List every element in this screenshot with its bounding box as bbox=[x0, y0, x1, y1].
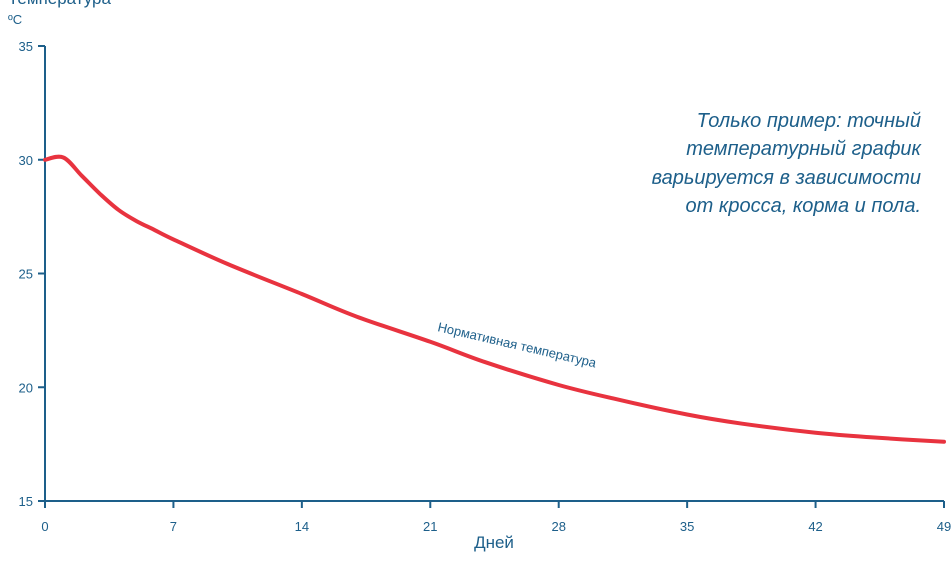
y-axis-unit: ºC bbox=[8, 12, 22, 27]
y-tick-label: 25 bbox=[19, 267, 33, 282]
x-tick-label: 49 bbox=[937, 519, 951, 534]
annotation-line-3: варьируется в зависимости bbox=[652, 167, 921, 189]
annotation-line-4: от кросса, корма и пола. bbox=[686, 195, 921, 217]
annotation-note: Только пример: точный температурный граф… bbox=[652, 110, 923, 217]
x-tick-label: 35 bbox=[680, 519, 694, 534]
y-tick-label: 30 bbox=[19, 153, 33, 168]
x-tick-label: 7 bbox=[170, 519, 177, 534]
y-tick-label: 20 bbox=[19, 380, 33, 395]
x-tick-label: 42 bbox=[808, 519, 822, 534]
x-tick-label: 0 bbox=[41, 519, 48, 534]
y-tick-label: 15 bbox=[19, 494, 33, 509]
y-axis-title: Температура bbox=[8, 0, 112, 8]
series-label: Нормативная температура bbox=[436, 319, 598, 370]
annotation-line-1: Только пример: точный bbox=[697, 110, 921, 132]
x-axis-ticks: 0 7 14 21 28 35 42 49 bbox=[41, 501, 951, 534]
x-tick-label: 14 bbox=[295, 519, 309, 534]
x-tick-label: 21 bbox=[423, 519, 437, 534]
series-line-normative-temperature bbox=[43, 154, 946, 444]
x-tick-label: 28 bbox=[551, 519, 565, 534]
y-tick-label: 35 bbox=[19, 39, 33, 54]
annotation-line-2: температурный график bbox=[686, 138, 922, 160]
y-axis-ticks: 15 20 25 30 35 bbox=[19, 39, 45, 509]
x-axis-title: Дней bbox=[474, 533, 514, 552]
